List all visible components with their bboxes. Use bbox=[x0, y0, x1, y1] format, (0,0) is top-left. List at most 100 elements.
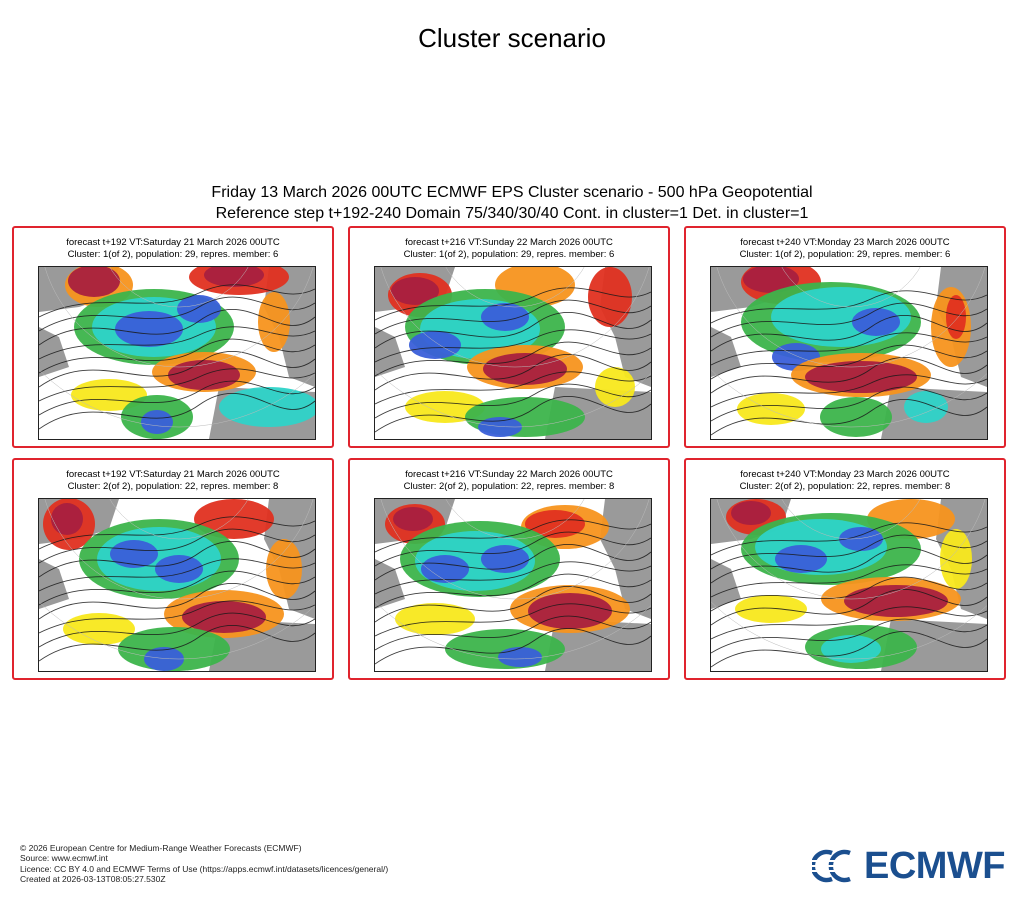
grid-line bbox=[109, 267, 249, 308]
geopotential-contour bbox=[711, 374, 987, 408]
panel-forecast-label: forecast t+240 VT:Monday 23 March 2026 0… bbox=[740, 469, 950, 480]
geopotential-contour bbox=[39, 528, 315, 564]
grid-line bbox=[44, 267, 314, 368]
geopotential-contour bbox=[39, 600, 315, 634]
geopotential-contour bbox=[375, 396, 651, 433]
anomaly-region bbox=[409, 331, 461, 359]
forecast-panel-c1-t240[interactable]: forecast t+240 VT:Monday 23 March 2026 0… bbox=[684, 226, 1006, 448]
geopotential-contour bbox=[711, 522, 987, 556]
geopotential-map bbox=[374, 266, 652, 440]
map-canvas bbox=[375, 267, 651, 439]
geopotential-contour bbox=[375, 586, 651, 623]
geopotential-contour bbox=[39, 583, 315, 620]
geopotential-contour bbox=[711, 315, 987, 352]
panel-header: forecast t+216 VT:Sunday 22 March 2026 0… bbox=[350, 469, 668, 493]
anomaly-region bbox=[743, 267, 799, 293]
geopotential-contour bbox=[375, 299, 651, 335]
licence-text: Licence: CC BY 4.0 and ECMWF Terms of Us… bbox=[20, 863, 389, 874]
grid-line bbox=[781, 267, 921, 308]
geopotential-contour bbox=[39, 570, 315, 606]
land-area bbox=[600, 499, 651, 619]
land-area bbox=[711, 559, 741, 609]
geopotential-contour bbox=[39, 338, 315, 374]
geopotential-contour bbox=[711, 589, 987, 626]
anomaly-region bbox=[528, 593, 612, 629]
geopotential-contour bbox=[375, 519, 651, 553]
map-canvas bbox=[375, 499, 651, 671]
geopotential-contour bbox=[711, 564, 987, 598]
geopotential-contour bbox=[711, 631, 987, 668]
forecast-panel-c1-t192[interactable]: forecast t+192 VT:Saturday 21 March 2026… bbox=[12, 226, 334, 448]
geopotential-contour bbox=[375, 628, 651, 665]
geopotential-contour bbox=[375, 544, 651, 581]
panel-header: forecast t+240 VT:Monday 23 March 2026 0… bbox=[686, 469, 1004, 493]
figure-title-line1: Friday 13 March 2026 00UTC ECMWF EPS Clu… bbox=[211, 184, 813, 201]
ecmwf-logo-icon bbox=[812, 849, 858, 883]
anomaly-region bbox=[141, 410, 173, 434]
forecast-panel-c2-t192[interactable]: forecast t+192 VT:Saturday 21 March 2026… bbox=[12, 458, 334, 680]
geopotential-contour bbox=[39, 625, 315, 662]
panel-forecast-label: forecast t+216 VT:Sunday 22 March 2026 0… bbox=[405, 237, 613, 248]
figure-title-line2: Reference step t+192-240 Domain 75/340/3… bbox=[215, 205, 809, 222]
geopotential-map bbox=[374, 498, 652, 672]
ecmwf-logo-text: ECMWF bbox=[864, 844, 1006, 887]
anomaly-region bbox=[805, 361, 917, 393]
created-text: Created at 2026-03-13T08:05:27.530Z bbox=[20, 873, 166, 884]
anomaly-region bbox=[481, 303, 529, 331]
forecast-panel-c2-t240[interactable]: forecast t+240 VT:Monday 23 March 2026 0… bbox=[684, 458, 1006, 680]
geopotential-contour bbox=[711, 332, 987, 366]
geopotential-contour bbox=[711, 399, 987, 436]
copyright-text: © 2026 European Centre for Medium-Range … bbox=[20, 843, 302, 853]
grid-line bbox=[39, 369, 315, 428]
geopotential-contour bbox=[375, 341, 651, 377]
anomaly-region bbox=[395, 603, 475, 635]
geopotential-contour bbox=[39, 284, 315, 318]
geopotential-map bbox=[38, 498, 316, 672]
geopotential-contour bbox=[711, 576, 987, 612]
grid-line bbox=[380, 499, 650, 600]
forecast-panel-c1-t216[interactable]: forecast t+216 VT:Sunday 22 March 2026 0… bbox=[348, 226, 670, 448]
anomaly-region bbox=[110, 540, 158, 568]
anomaly-region bbox=[844, 585, 948, 617]
anomaly-region bbox=[391, 277, 439, 305]
panel-cluster-label: Cluster: 2(of 2), population: 22, repres… bbox=[739, 481, 951, 492]
anomaly-region bbox=[393, 507, 433, 531]
anomaly-region bbox=[266, 539, 302, 599]
anomaly-region bbox=[194, 499, 274, 539]
geopotential-contour bbox=[39, 612, 315, 648]
anomaly-region bbox=[481, 545, 529, 573]
grid-line bbox=[44, 499, 314, 600]
anomaly-region bbox=[155, 555, 203, 583]
anomaly-region bbox=[946, 295, 966, 339]
geopotential-contour bbox=[39, 326, 315, 360]
anomaly-region bbox=[204, 267, 264, 287]
map-canvas bbox=[711, 267, 987, 439]
anomaly-region bbox=[595, 367, 635, 407]
geopotential-contour bbox=[375, 371, 651, 405]
map-canvas bbox=[39, 499, 315, 671]
forecast-panel-c2-t216[interactable]: forecast t+216 VT:Sunday 22 March 2026 0… bbox=[348, 458, 670, 680]
geopotential-contour bbox=[711, 357, 987, 394]
grid-line bbox=[380, 267, 650, 368]
geopotential-map bbox=[710, 498, 988, 672]
geopotential-contour bbox=[375, 603, 651, 637]
geopotential-contour bbox=[375, 561, 651, 595]
grid-line bbox=[781, 499, 921, 540]
ecmwf-logo[interactable]: ECMWF bbox=[812, 844, 1012, 888]
source-text: Source: www.ecmwf.int bbox=[20, 853, 108, 864]
panel-forecast-label: forecast t+192 VT:Saturday 21 March 2026… bbox=[66, 237, 280, 248]
anomaly-region bbox=[68, 267, 120, 297]
figure-title: Friday 13 March 2026 00UTC ECMWF EPS Clu… bbox=[0, 182, 1024, 224]
panel-cluster-label: Cluster: 1(of 2), population: 29, repres… bbox=[67, 249, 279, 260]
geopotential-contour bbox=[375, 329, 651, 363]
geopotential-contour bbox=[39, 368, 315, 402]
geopotential-contour bbox=[375, 573, 651, 609]
anomaly-region bbox=[144, 647, 184, 671]
geopotential-contour bbox=[375, 287, 651, 321]
geopotential-contour bbox=[375, 615, 651, 651]
geopotential-contour bbox=[39, 393, 315, 430]
geopotential-contour bbox=[711, 290, 987, 324]
geopotential-contour bbox=[39, 558, 315, 592]
geopotential-contour bbox=[711, 302, 987, 338]
geopotential-contour bbox=[375, 354, 651, 391]
